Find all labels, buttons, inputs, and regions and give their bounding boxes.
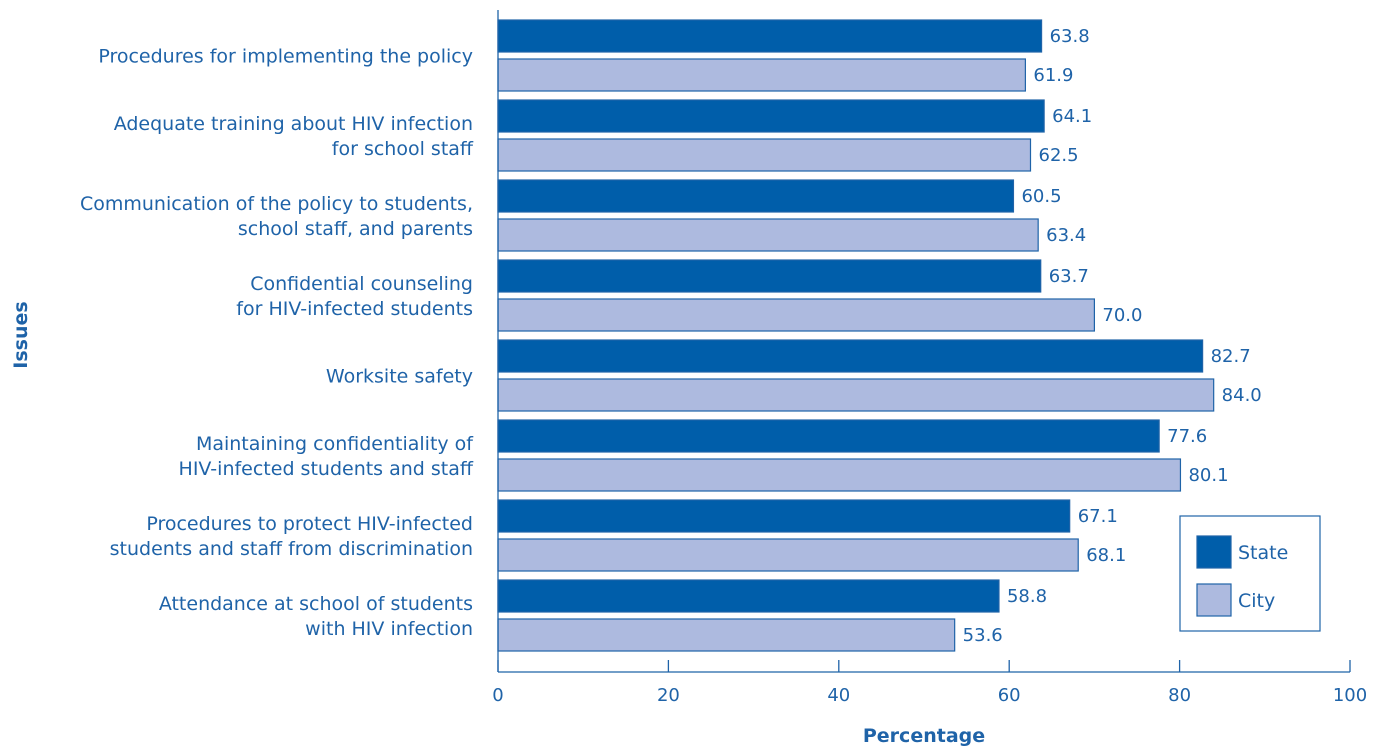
value-label-city-4: 84.0 <box>1222 385 1262 406</box>
x-tick-label-2: 40 <box>827 685 850 706</box>
value-label-state-2: 60.5 <box>1021 186 1061 207</box>
category-label-4: Worksite safety <box>326 366 473 388</box>
value-label-city-7: 53.6 <box>963 625 1003 646</box>
x-tick-label-3: 60 <box>998 685 1021 706</box>
category-label-2-line-1: school staff, and parents <box>238 218 473 240</box>
x-tick-label-5: 100 <box>1333 685 1367 706</box>
value-label-city-5: 80.1 <box>1188 465 1228 486</box>
x-axis-title: Percentage <box>863 725 985 747</box>
value-label-state-3: 63.7 <box>1049 266 1089 287</box>
value-label-state-1: 64.1 <box>1052 106 1092 127</box>
value-label-state-7: 58.8 <box>1007 586 1047 607</box>
value-label-city-6: 68.1 <box>1086 545 1126 566</box>
category-label-3-line-0: Confidential counseling <box>250 273 473 295</box>
value-label-state-6: 67.1 <box>1078 506 1118 527</box>
bar-city-0 <box>497 58 1026 92</box>
bar-state-0 <box>497 19 1043 53</box>
value-label-city-0: 61.9 <box>1033 65 1073 86</box>
legend-swatch-state <box>1196 535 1232 569</box>
bar-state-7 <box>497 579 1000 613</box>
category-label-1-line-0: Adequate training about HIV infection <box>114 113 473 135</box>
legend-label-state: State <box>1238 542 1288 564</box>
bar-city-7 <box>497 618 956 652</box>
bar-city-2 <box>497 218 1039 252</box>
category-label-7-line-1: with HIV infection <box>305 618 473 640</box>
bar-city-5 <box>497 458 1182 492</box>
legend-swatch-city <box>1196 583 1232 617</box>
bar-state-6 <box>497 499 1071 533</box>
value-label-city-3: 70.0 <box>1102 305 1142 326</box>
bar-state-5 <box>497 419 1160 453</box>
category-label-6-line-0: Procedures to protect HIV-infected <box>146 513 473 535</box>
value-label-state-4: 82.7 <box>1211 346 1251 367</box>
category-label-0: Procedures for implementing the policy <box>98 46 473 68</box>
bar-state-3 <box>497 259 1042 293</box>
bar-state-4 <box>497 339 1204 373</box>
category-label-1-line-1: for school staff <box>332 138 474 160</box>
x-tick-label-4: 80 <box>1168 685 1191 706</box>
x-tick-label-1: 20 <box>657 685 680 706</box>
category-label-7-line-0: Attendance at school of students <box>159 593 473 615</box>
value-label-city-1: 62.5 <box>1039 145 1079 166</box>
value-label-state-5: 77.6 <box>1167 426 1207 447</box>
category-label-2-line-0: Communication of the policy to students, <box>80 193 473 215</box>
bar-city-3 <box>497 298 1096 332</box>
plot-area: 63.8 61.9 Procedures for implementing the … <box>80 10 1367 706</box>
category-label-3-line-1: for HIV-infected students <box>236 298 473 320</box>
bar-city-4 <box>497 378 1215 412</box>
category-label-5-line-1: HIV-infected students and staff <box>179 458 474 480</box>
category-label-6-line-1: students and staff from discrimination <box>110 538 473 560</box>
bar-state-1 <box>497 99 1045 133</box>
legend-label-city: City <box>1238 590 1275 612</box>
y-axis-title: Issues <box>10 301 32 368</box>
bar-city-1 <box>497 138 1032 172</box>
bar-state-2 <box>497 179 1015 213</box>
value-label-city-2: 63.4 <box>1046 225 1086 246</box>
bar-city-6 <box>497 538 1079 572</box>
x-tick-label-0: 0 <box>492 685 503 706</box>
category-label-5-line-0: Maintaining confidentiality of <box>196 433 474 455</box>
legend: State City <box>1179 515 1321 632</box>
value-label-state-0: 63.8 <box>1050 26 1090 47</box>
